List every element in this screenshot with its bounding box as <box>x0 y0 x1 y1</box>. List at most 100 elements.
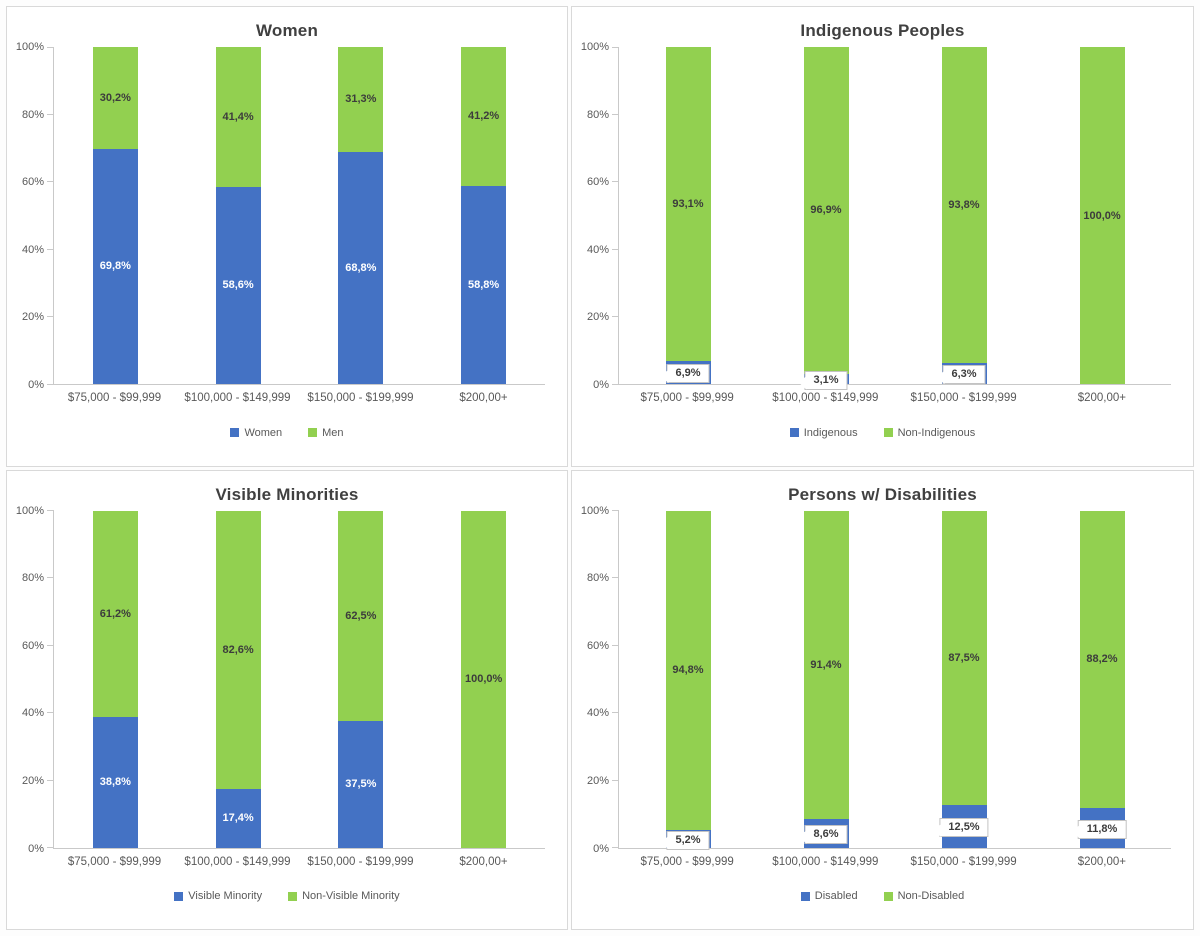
y-tick-label: 0% <box>28 379 44 391</box>
data-label-non-visible-minority: 61,2% <box>99 607 131 620</box>
legend-swatch-green-icon <box>883 891 893 901</box>
bar-segment-women <box>215 186 261 384</box>
category-label: $200,00+ <box>459 392 508 404</box>
bar-segment-non-disabled <box>665 510 711 830</box>
stacked-bar: 88,2% 11,8% <box>1077 510 1127 848</box>
category-label: $200,00+ <box>1077 392 1127 404</box>
y-tick-mark <box>47 712 54 714</box>
y-axis: 100% 80% 60% 40% 20% 0% <box>7 505 53 855</box>
y-tick-mark <box>612 383 619 385</box>
y-tick-mark <box>47 113 54 115</box>
bar-segment-visible-minority <box>338 721 384 848</box>
bar-segment-non-visible-minority <box>92 510 138 717</box>
x-axis-labels: $75,000 - $99,999 $100,000 - $149,999 $150… <box>618 392 1171 404</box>
y-tick-mark <box>612 46 619 48</box>
x-axis-labels: $75,000 - $99,999 $100,000 - $149,999 $150… <box>53 392 545 404</box>
category-label: $200,00+ <box>1077 855 1127 868</box>
bar-segment-men <box>215 47 261 187</box>
bar-slot: 61,2% 38,8% <box>54 510 177 848</box>
bar-slot: 96,9% 3,1% <box>757 47 895 390</box>
bar-slot: 41,2% 58,8% <box>422 47 545 384</box>
chart-title: Indigenous Peoples <box>800 21 965 40</box>
data-label-women: 58,6% <box>222 279 254 292</box>
data-label-callout-disabled: 11,8% <box>1077 819 1127 839</box>
data-label-visible-minority: 37,5% <box>345 778 377 791</box>
bar-segment-men <box>461 47 507 186</box>
category-label: $75,000 - $99,999 <box>67 855 162 868</box>
bar-segment-non-indigenous <box>1079 47 1125 384</box>
bar-segment-non-indigenous <box>803 47 849 374</box>
stacked-bar: 82,6% 17,4% <box>215 510 261 848</box>
legend-label: Women <box>244 426 283 439</box>
data-label-visible-minority: 17,4% <box>222 812 254 825</box>
data-label-women: 69,8% <box>99 260 131 273</box>
plot-row: 100% 80% 60% 40% 20% 0% 61,2% 38,8% 82,6% 17,4% 6… <box>7 505 567 855</box>
chart-panel-women: Women 100% 80% 60% 40% 20% 0% 30,2% 69,8% 41,4%… <box>6 6 568 467</box>
stacked-bar: 30,2% 69,8% <box>92 47 138 384</box>
data-label-non-indigenous: 93,8% <box>948 198 980 211</box>
x-axis-labels: $75,000 - $99,999 $100,000 - $149,999 $150… <box>618 856 1171 868</box>
y-tick-mark <box>47 316 54 318</box>
y-tick-mark <box>612 577 619 579</box>
category-label: $100,000 - $149,999 <box>184 855 291 868</box>
category-label: $100,000 - $149,999 <box>772 855 879 868</box>
y-axis: 100% 80% 60% 40% 20% 0% <box>7 41 53 391</box>
y-tick-mark <box>612 510 619 511</box>
data-label-women: 58,8% <box>468 278 500 291</box>
category-label: $150,000 - $199,999 <box>307 392 414 404</box>
legend: Visible Minority Non-Visible Minority <box>7 868 567 930</box>
bar-segment-non-visible-minority <box>461 510 507 848</box>
chart-panel-visible-minorities: Visible Minorities 100% 80% 60% 40% 20% 0% 61… <box>6 469 568 930</box>
y-tick-label: 40% <box>21 707 44 720</box>
stacked-bar: 41,2% 58,8% <box>461 47 507 384</box>
plot-row: 100% 80% 60% 40% 20% 0% 93,1% 6,9% 96,9% 3,1% 93,… <box>572 41 1193 391</box>
y-tick-mark <box>47 644 54 646</box>
data-label-non-disabled: 94,8% <box>672 664 704 677</box>
plot-area: 61,2% 38,8% 82,6% 17,4% 62,5% 37,5% 100,0% <box>47 510 545 849</box>
y-tick-mark <box>47 248 54 250</box>
legend-swatch-green-icon <box>308 428 318 438</box>
data-label-men: 41,2% <box>468 110 500 123</box>
legend-item-non-disabled: Non-Disabled <box>883 890 964 902</box>
bar-slot: 82,6% 17,4% <box>177 510 300 848</box>
legend-label: Men <box>322 426 344 439</box>
category-label: $75,000 - $99,999 <box>67 392 162 404</box>
plot-row: 100% 80% 60% 40% 20% 0% 30,2% 69,8% 41,4% 58,6% 3… <box>7 41 567 391</box>
bar-slot: 30,2% 69,8% <box>54 47 177 384</box>
stacked-bar: 94,8% 5,2% <box>665 510 711 850</box>
bar-segment-women <box>338 152 384 384</box>
plot-area: 30,2% 69,8% 41,4% 58,6% 31,3% 68,8% 41,2% 58,8% <box>47 46 545 385</box>
chart-panel-indigenous-peoples: Indigenous Peoples 100% 80% 60% 40% 20% 0% 93… <box>571 6 1194 467</box>
bar-slot: 93,8% 6,3% <box>895 46 1033 385</box>
category-label: $150,000 - $199,999 <box>910 392 1017 404</box>
y-tick-mark <box>612 779 619 781</box>
y-tick-label: 60% <box>586 176 609 189</box>
bar-slot: 88,2% 11,8% <box>1033 510 1171 848</box>
y-tick-label: 80% <box>586 108 609 121</box>
legend-label: Non-Visible Minority <box>302 890 400 903</box>
y-tick-label: 20% <box>21 311 44 324</box>
y-tick-label: 80% <box>21 108 44 121</box>
legend: Women Men <box>7 404 567 466</box>
bar-segment-non-visible-minority <box>338 510 384 722</box>
y-tick-mark <box>47 383 54 385</box>
legend-label: Indigenous <box>803 426 858 439</box>
y-tick-label: 40% <box>21 243 44 256</box>
y-axis: 100% 80% 60% 40% 20% 0% <box>572 505 618 855</box>
data-label-non-indigenous: 96,9% <box>810 204 842 217</box>
plot-row: 100% 80% 60% 40% 20% 0% 94,8% 5,2% 91,4% 8,6% 87,… <box>572 505 1193 855</box>
y-tick-mark <box>612 644 619 646</box>
y-tick-label: 100% <box>15 41 44 53</box>
y-tick-mark <box>612 847 619 848</box>
y-tick-mark <box>612 113 619 115</box>
bar-segment-non-disabled <box>1079 510 1125 808</box>
stacked-bar: 100,0% <box>461 510 507 848</box>
data-label-men: 31,3% <box>345 93 377 106</box>
data-label-women: 68,8% <box>345 262 377 275</box>
bar-segment-visible-minority <box>92 716 138 848</box>
stacked-bar: 62,5% 37,5% <box>338 510 384 848</box>
stacked-bar: 31,3% 68,8% <box>338 46 384 384</box>
data-label-callout-indigenous: 6,9% <box>666 364 710 384</box>
y-tick-label: 80% <box>586 572 609 585</box>
legend-swatch-blue-icon <box>789 428 799 438</box>
